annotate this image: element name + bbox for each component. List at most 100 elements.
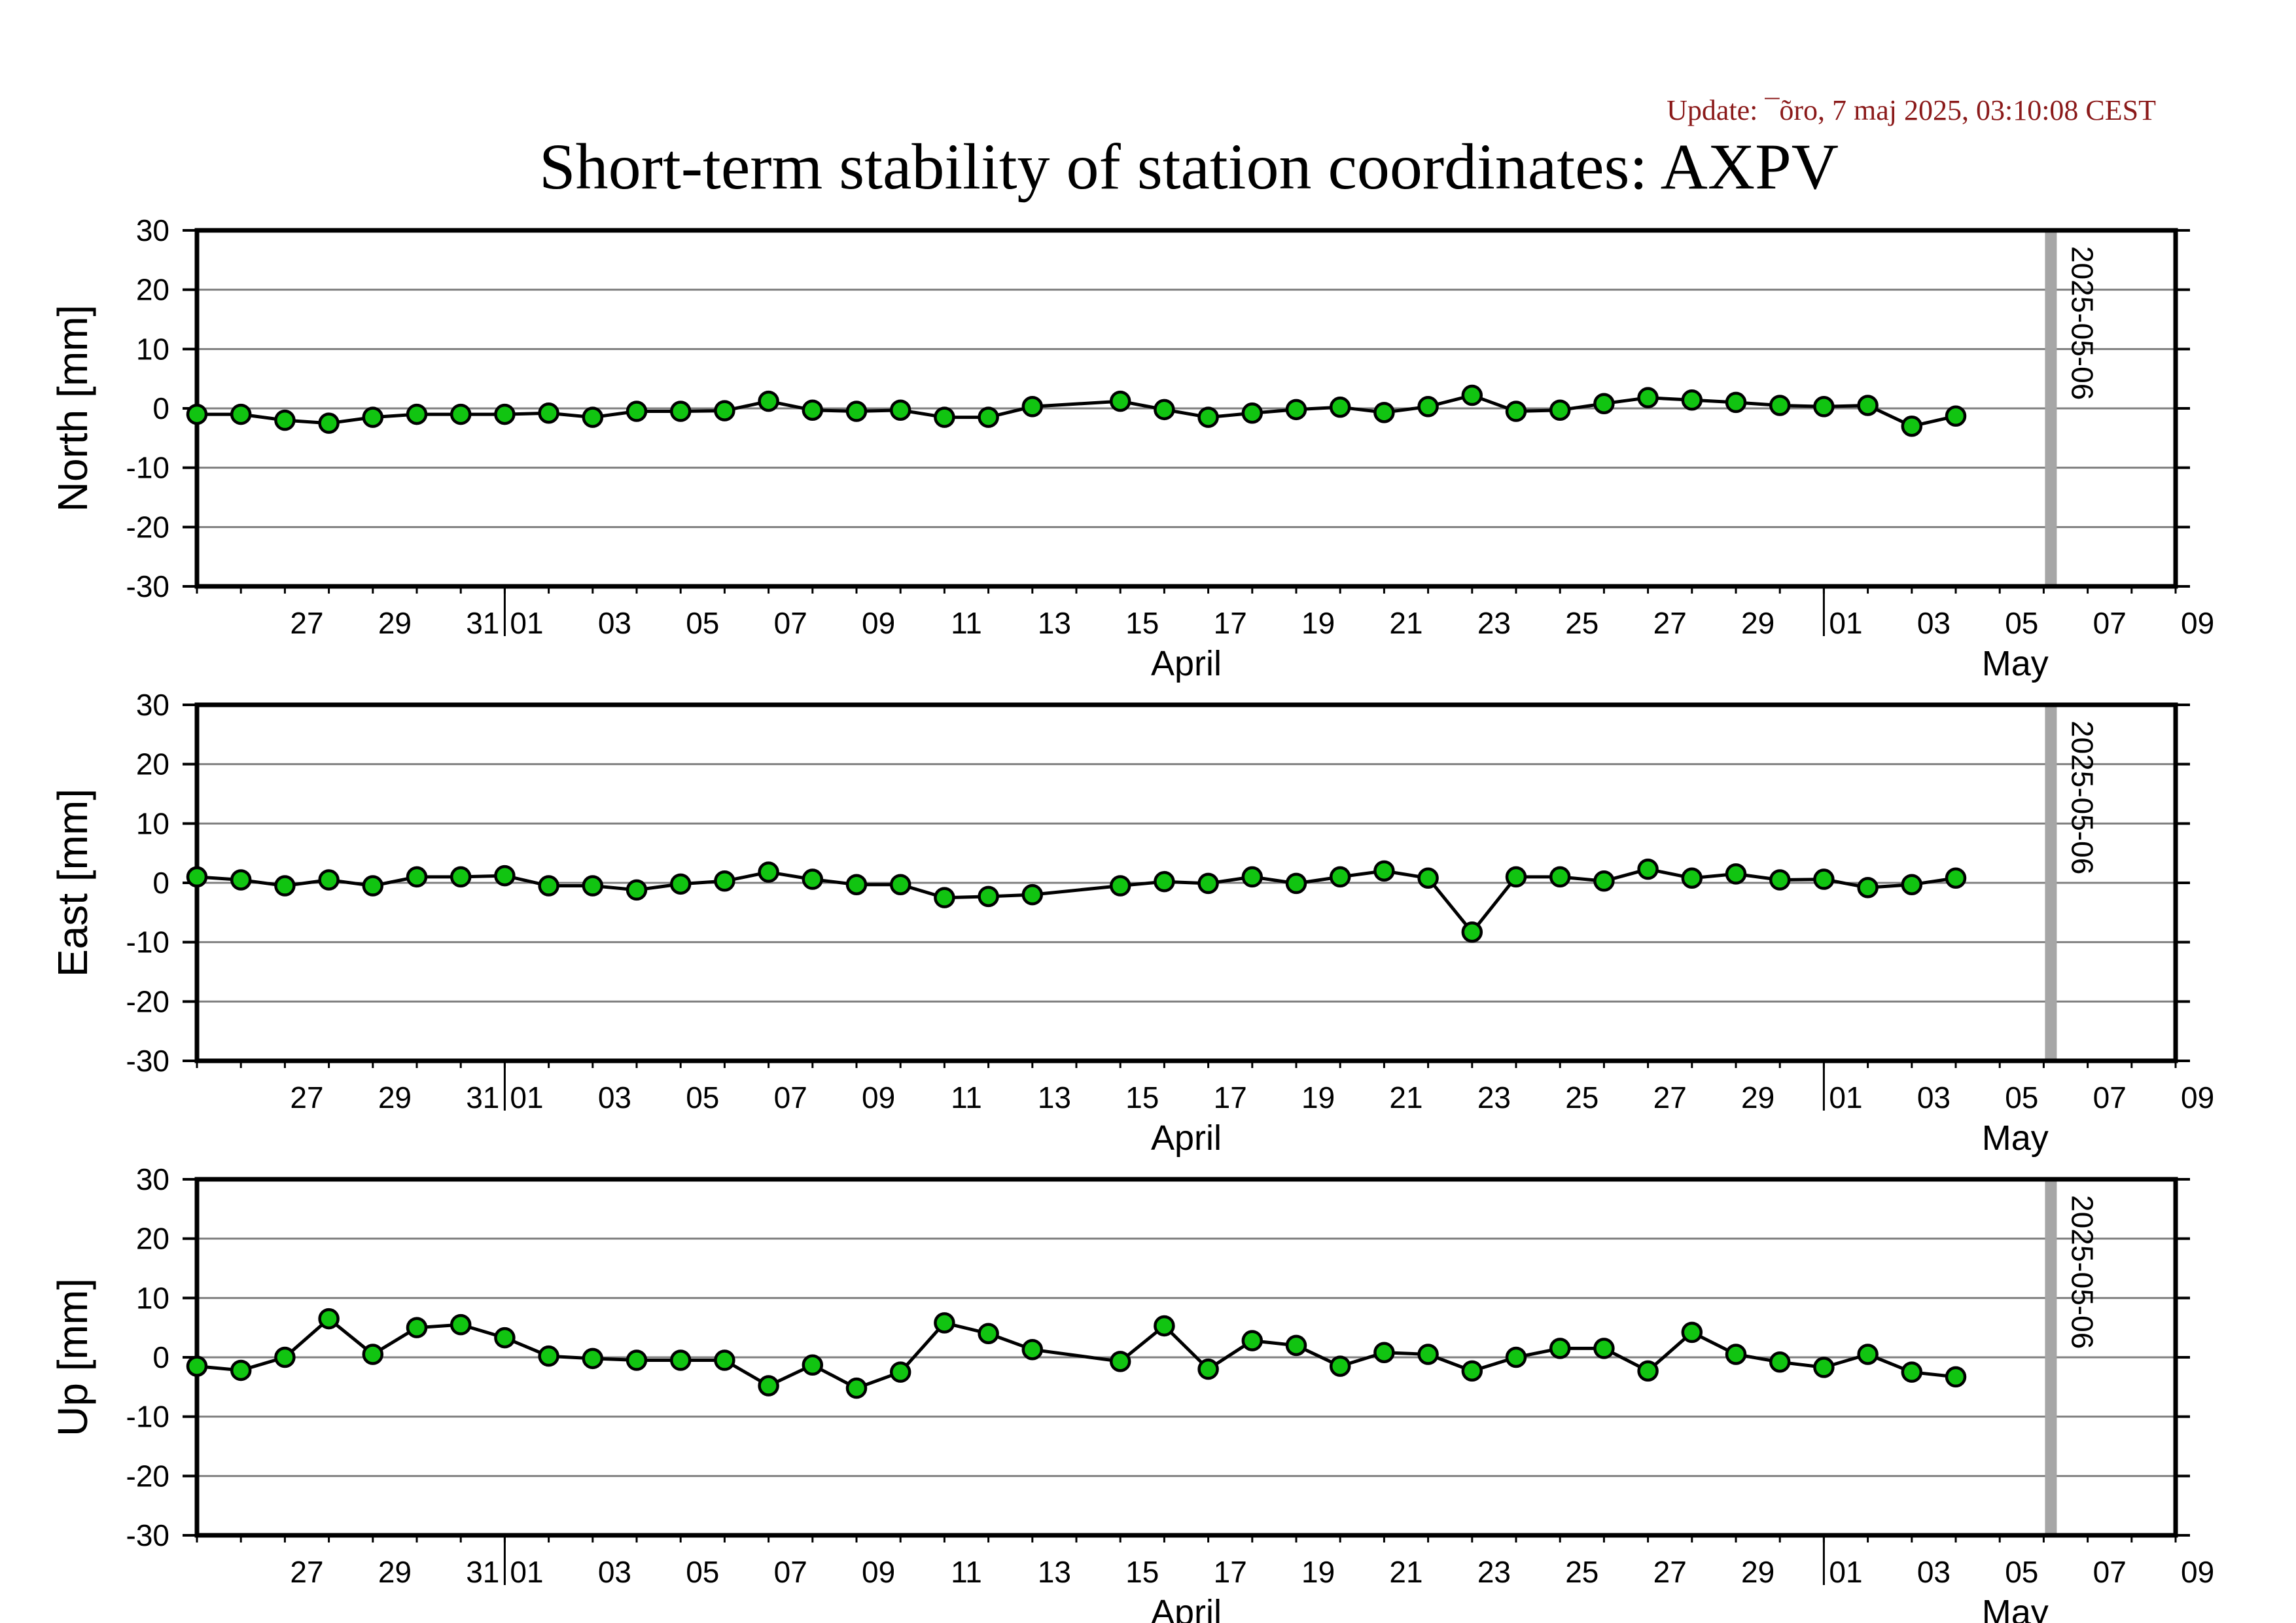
data-point [1769, 395, 1791, 416]
data-point [1505, 401, 1527, 422]
data-point [1549, 399, 1571, 421]
x-tick-label: 19 [1301, 1555, 1335, 1589]
month-label: May [1982, 644, 2049, 683]
data-point [230, 1359, 252, 1382]
y-tick-label: 10 [136, 806, 169, 840]
y-tick-label: -30 [126, 569, 169, 603]
data-point [406, 403, 428, 425]
y-tick-label: -20 [126, 1459, 169, 1493]
data-point [1329, 866, 1351, 888]
x-tick-label: 21 [1389, 1555, 1422, 1589]
x-tick-label: 29 [378, 606, 412, 640]
data-point [1593, 393, 1615, 414]
data-point [274, 875, 296, 897]
data-point [1329, 1355, 1351, 1377]
month-label: April [1151, 644, 1222, 683]
month-label: April [1151, 1118, 1222, 1158]
data-point [362, 406, 384, 428]
x-tick-label: 29 [1741, 606, 1775, 640]
x-tick-label: 29 [1741, 1080, 1775, 1115]
data-point [186, 866, 208, 888]
data-point [406, 866, 428, 888]
data-point [450, 1313, 472, 1336]
data-point [626, 879, 648, 901]
x-tick-label: 13 [1038, 1080, 1071, 1115]
x-tick-label: 23 [1477, 606, 1511, 640]
data-point [1813, 1357, 1835, 1378]
x-tick-label: 01 [1829, 606, 1862, 640]
x-tick-label: 01 [1829, 1080, 1862, 1115]
data-point [1549, 1338, 1571, 1359]
data-point [1637, 387, 1659, 408]
y-tick-label: 20 [136, 1222, 169, 1256]
data-point [714, 400, 735, 421]
data-point [1505, 1346, 1527, 1368]
data-point [274, 1346, 296, 1368]
data-point [1241, 402, 1263, 424]
data-point [1109, 390, 1131, 412]
y-axis-label: Up [mm] [49, 1278, 96, 1436]
y-tick-label: -10 [126, 925, 169, 959]
y-tick-label: 30 [136, 1162, 169, 1196]
x-tick-label: 11 [951, 1080, 982, 1115]
data-point [274, 409, 296, 431]
data-point [758, 390, 779, 412]
data-point [802, 1354, 824, 1376]
data-point [978, 885, 999, 908]
data-point [1021, 396, 1044, 418]
x-tick-label: 03 [1917, 606, 1951, 640]
x-tick-label: 07 [2093, 1080, 2127, 1115]
data-point [978, 406, 999, 428]
data-point [714, 1349, 735, 1371]
month-label: May [1982, 1593, 2049, 1623]
y-tick-label: -30 [126, 1518, 169, 1552]
y-tick-label: 30 [136, 688, 169, 722]
x-tick-label: 17 [1214, 606, 1247, 640]
data-point [845, 401, 868, 422]
data-point [1021, 883, 1044, 906]
x-tick-label: 07 [774, 1555, 807, 1589]
y-tick-label: -20 [126, 984, 169, 1018]
y-tick-label: 20 [136, 747, 169, 781]
x-tick-label: 15 [1125, 606, 1159, 640]
x-tick-label: 05 [2005, 1555, 2038, 1589]
data-point [934, 887, 955, 908]
data-point [230, 869, 252, 891]
data-point [318, 412, 340, 434]
x-tick-label: 19 [1301, 606, 1335, 640]
data-point [669, 401, 692, 422]
data-point [494, 1327, 516, 1349]
x-tick-label: 07 [774, 606, 807, 640]
date-marker-bar [2045, 230, 2057, 586]
data-point [186, 1355, 208, 1377]
data-point [1813, 396, 1835, 418]
x-tick-label: 17 [1214, 1555, 1247, 1589]
x-tick-label: 25 [1565, 606, 1598, 640]
data-point [582, 875, 604, 897]
data-point [1154, 870, 1175, 893]
data-point [626, 1349, 648, 1371]
y-tick-label: 0 [152, 1340, 169, 1374]
x-tick-label: 11 [951, 606, 982, 640]
x-tick-label: 07 [774, 1080, 807, 1115]
data-point [1373, 1342, 1395, 1363]
x-tick-label: 31 [466, 606, 499, 640]
y-tick-label: 0 [152, 866, 169, 900]
data-point [1109, 875, 1131, 897]
x-tick-label: 21 [1389, 606, 1422, 640]
data-point [582, 1347, 604, 1370]
data-point [362, 1344, 384, 1365]
data-point [758, 1375, 779, 1397]
data-point [1857, 1344, 1879, 1365]
data-point [230, 403, 252, 425]
y-tick-label: -10 [126, 451, 169, 485]
data-point [758, 861, 779, 883]
data-point [1417, 1344, 1439, 1365]
x-tick-label: 27 [1653, 606, 1687, 640]
data-point [669, 1349, 692, 1371]
data-point [406, 1317, 428, 1338]
series-line [196, 1317, 1956, 1390]
